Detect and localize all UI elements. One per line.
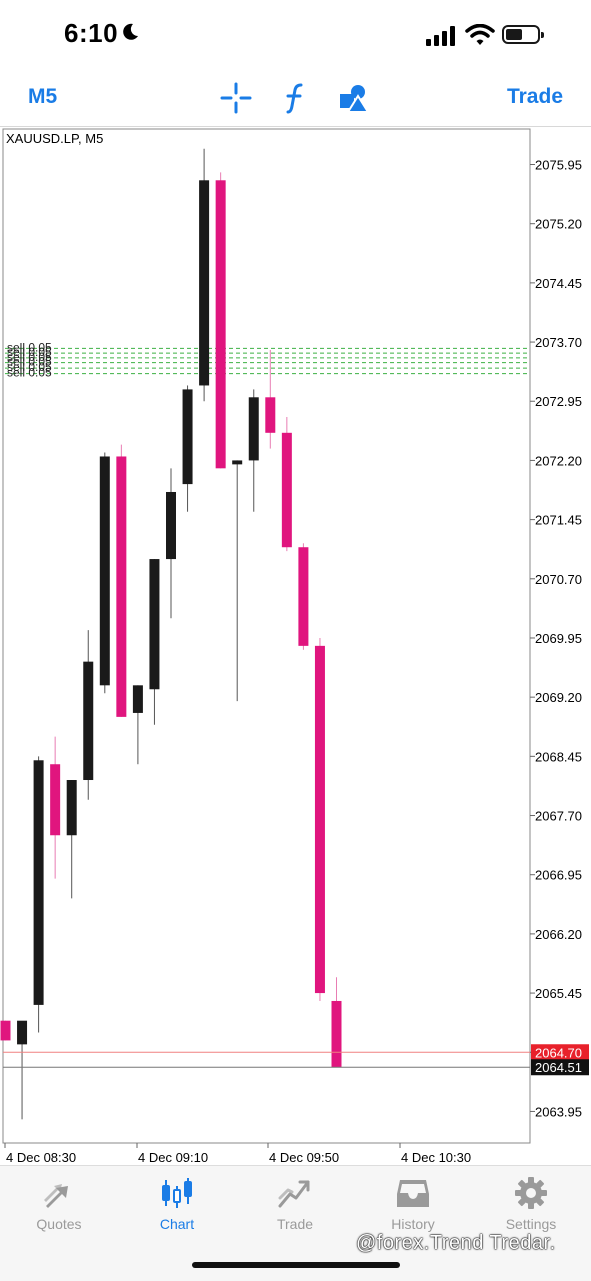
y-tick-label: 2074.45 xyxy=(535,276,582,291)
order-level-label: sell 0.05 xyxy=(7,360,52,374)
chart-symbol-title: XAUUSD.LP, M5 xyxy=(6,131,104,146)
indicators-icon[interactable] xyxy=(279,82,311,114)
y-tick-label: 2071.45 xyxy=(535,513,582,528)
order-level-label: sell 0.05 xyxy=(7,355,52,369)
x-tick-label: 4 Dec 10:30 xyxy=(401,1150,471,1165)
y-tick-label: 2069.20 xyxy=(535,690,582,705)
x-tick-label: 4 Dec 09:50 xyxy=(269,1150,339,1165)
order-level-label: sell 0.05 xyxy=(7,350,52,364)
quotes-arrows-icon xyxy=(42,1176,76,1210)
objects-icon[interactable] xyxy=(338,82,370,114)
tab-settings-label: Settings xyxy=(505,1216,557,1232)
candle-body xyxy=(166,491,176,560)
ask-price-badge xyxy=(531,1044,589,1061)
tab-chart-label: Chart xyxy=(159,1216,195,1232)
y-tick-label: 2072.95 xyxy=(535,394,582,409)
y-tick-label: 2065.45 xyxy=(535,986,582,1001)
tab-quotes-label: Quotes xyxy=(36,1216,82,1232)
candle-body xyxy=(132,685,143,713)
candle-body xyxy=(281,432,292,548)
cellular-signal-icon xyxy=(426,26,456,46)
candle-body xyxy=(99,456,110,686)
y-tick-label: 2063.95 xyxy=(535,1104,582,1119)
x-tick-label: 4 Dec 09:10 xyxy=(138,1150,208,1165)
bid-price-badge xyxy=(531,1059,589,1076)
battery-icon xyxy=(502,25,544,44)
y-tick-label: 2075.20 xyxy=(535,217,582,232)
timeframe-button[interactable]: M5 xyxy=(28,85,58,108)
y-tick-label: 2075.95 xyxy=(535,158,582,173)
chart-canvas[interactable]: 2075.95 2075.20 2074.45 2073.70 2072.95 2072.… xyxy=(0,127,591,1165)
order-level-label: sell 0.05 xyxy=(7,340,52,354)
candle-body xyxy=(331,1000,342,1068)
tab-bar: Quotes Chart Trade History xyxy=(0,1165,591,1281)
candle-body xyxy=(265,397,276,433)
chart-frame xyxy=(2,128,531,1144)
gear-icon xyxy=(514,1176,548,1210)
candle-body xyxy=(314,645,325,994)
candle-body xyxy=(215,180,226,469)
tab-history[interactable]: History xyxy=(354,1166,472,1241)
price-chart[interactable]: 2075.95 2075.20 2074.45 2073.70 2072.95 2072.… xyxy=(0,127,591,1165)
y-tick-label: 2070.70 xyxy=(535,572,582,587)
candle-body xyxy=(298,547,309,646)
y-tick-label: 2069.95 xyxy=(535,631,582,646)
candle-body xyxy=(182,389,193,485)
candle-body xyxy=(149,559,160,690)
tab-history-label: History xyxy=(391,1216,435,1232)
tab-quotes[interactable]: Quotes xyxy=(0,1166,118,1241)
candle-body xyxy=(116,456,127,717)
y-tick-label: 2072.20 xyxy=(535,453,582,468)
candle-body xyxy=(0,1020,11,1041)
status-bar: 6:10 xyxy=(0,0,591,72)
y-tick-label: 2066.95 xyxy=(535,868,582,883)
watermark-text: @forex.Trend Tredar. xyxy=(356,1232,556,1254)
candle-body xyxy=(248,397,259,461)
candle-body xyxy=(232,460,243,465)
ask-price-label: 2064.70 xyxy=(535,1045,582,1060)
bid-price-label: 2064.51 xyxy=(535,1060,582,1075)
tab-trade-label: Trade xyxy=(276,1216,314,1232)
trade-button[interactable]: Trade xyxy=(506,85,563,108)
candle-body xyxy=(33,760,44,1005)
tab-settings[interactable]: Settings xyxy=(472,1166,590,1241)
wifi-icon xyxy=(465,23,495,46)
tab-chart[interactable]: Chart xyxy=(118,1166,236,1241)
order-level-label: sell 0.05 xyxy=(7,345,52,359)
x-tick-label: 4 Dec 08:30 xyxy=(6,1150,76,1165)
candle-body xyxy=(50,764,61,836)
y-tick-label: 2067.70 xyxy=(535,809,582,824)
y-tick-label: 2066.20 xyxy=(535,927,582,942)
order-level-label: sell 0.05 xyxy=(7,366,52,380)
moon-icon xyxy=(120,22,140,48)
status-time: 6:10 xyxy=(64,18,119,48)
trade-trend-icon xyxy=(278,1176,312,1210)
candle-body xyxy=(83,661,94,781)
y-tick-label: 2073.70 xyxy=(535,335,582,350)
tab-trade[interactable]: Trade xyxy=(236,1166,354,1241)
candlestick-icon xyxy=(160,1176,194,1210)
y-tick-label: 2068.45 xyxy=(535,749,582,764)
crosshair-icon[interactable] xyxy=(220,82,252,114)
candle-body xyxy=(199,180,210,386)
chart-toolbar: M5 Trade xyxy=(0,72,591,127)
candle-body xyxy=(17,1020,28,1045)
candle-body xyxy=(66,780,77,836)
inbox-tray-icon xyxy=(396,1176,430,1210)
home-indicator[interactable] xyxy=(192,1262,400,1268)
